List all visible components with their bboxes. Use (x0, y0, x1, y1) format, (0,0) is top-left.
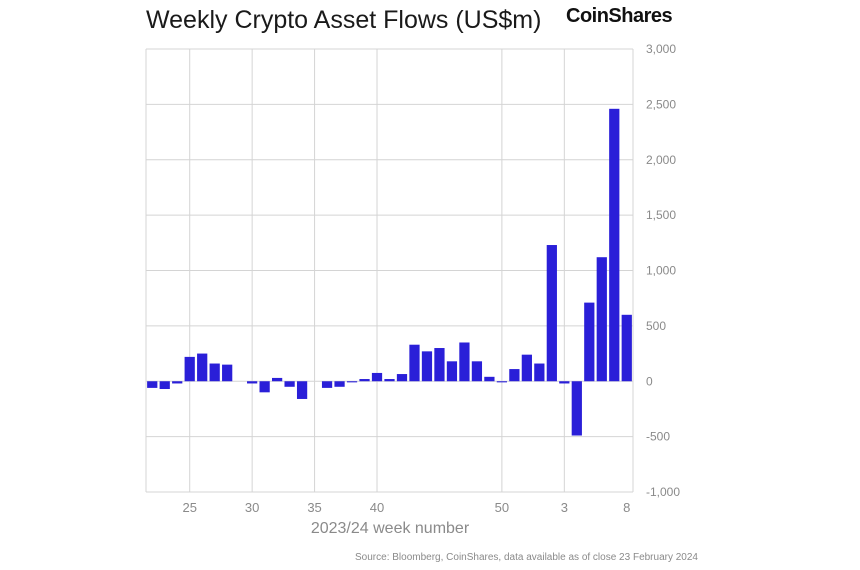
grid-lines (145, 48, 634, 493)
bar-week-42 (396, 374, 408, 382)
x-tick-label: 35 (307, 500, 321, 515)
bar-week-41 (384, 379, 395, 382)
x-tick-label: 25 (182, 500, 196, 515)
bar-week-40 (371, 372, 383, 382)
bar-week-3 (559, 381, 570, 384)
bar-week-8 (621, 314, 632, 382)
bar-week-49 (484, 376, 495, 382)
bar-week-52 (521, 354, 532, 382)
bar-week-39 (359, 379, 370, 382)
y-tick-label: -1,000 (646, 485, 680, 499)
bar-week-46 (446, 361, 458, 382)
y-tick-label: -500 (646, 430, 670, 444)
bar-week-34 (296, 381, 308, 399)
bar-week-6 (596, 257, 607, 382)
bar-week-25 (184, 356, 195, 382)
bar-week-50 (496, 381, 508, 383)
bar-week-26 (197, 353, 208, 382)
x-tick-label: 8 (623, 500, 630, 515)
x-tick-label: 50 (495, 500, 509, 515)
bar-week-44 (421, 351, 433, 382)
bar-week-33 (284, 381, 295, 387)
y-tick-label: 0 (646, 374, 653, 388)
bar-week-23 (159, 381, 170, 390)
x-tick-label: 3 (561, 500, 568, 515)
bar-week-32 (271, 377, 283, 382)
x-axis-label: 2023/24 week number (311, 520, 470, 537)
y-tick-label: 2,500 (646, 97, 676, 111)
chart-title: Weekly Crypto Asset Flows (US$m) (146, 6, 542, 34)
x-tick-label: 30 (245, 500, 259, 515)
y-tick-label: 2,000 (646, 153, 676, 167)
x-tick-label: 40 (370, 500, 384, 515)
bar-week-48 (471, 361, 483, 382)
source-note: Source: Bloomberg, CoinShares, data avai… (355, 552, 698, 563)
bar-week-38 (346, 381, 358, 383)
y-axis-ticks: -1,000 -500 0 500 1,000 1,500 2,000 2,500 3,000 (646, 42, 680, 499)
bar-week-37 (334, 381, 345, 387)
bar-week-31 (259, 381, 270, 393)
bar-week-28 (222, 364, 233, 382)
bar-week-22 (147, 381, 158, 388)
y-tick-label: 3,000 (646, 42, 676, 56)
bar-week-2 (546, 245, 557, 382)
y-tick-label: 1,500 (646, 208, 676, 222)
y-tick-label: 500 (646, 319, 666, 333)
bar-week-36 (321, 381, 333, 388)
bar-week-51 (509, 369, 520, 382)
bar-week-45 (434, 348, 445, 382)
bars (147, 108, 632, 436)
bar-week-7 (609, 108, 620, 382)
bar-week-5 (584, 302, 595, 382)
bar-week-27 (209, 363, 220, 382)
bar-week-1 (534, 363, 545, 382)
bar-week-43 (409, 344, 420, 382)
y-tick-label: 1,000 (646, 264, 676, 278)
coinshares-logo: CoinShares (566, 5, 673, 27)
bar-week-24 (172, 381, 183, 384)
bar-week-4 (571, 381, 582, 436)
x-axis-ticks: 25 30 35 40 50 3 8 (182, 500, 630, 515)
bar-week-30 (247, 381, 258, 384)
bar-week-47 (459, 342, 470, 382)
